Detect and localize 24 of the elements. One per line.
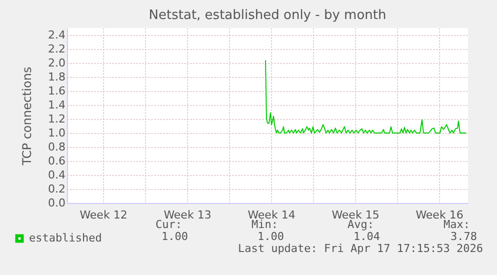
y-axis-title: TCP connections <box>20 66 34 166</box>
y-tick-label: 0.6 <box>48 154 66 168</box>
text: Min: <box>252 218 278 231</box>
y-tick-label: 1.2 <box>48 112 66 126</box>
y-tick-label: 1.0 <box>48 126 66 140</box>
text: 1.00 <box>162 230 188 243</box>
text: Last update: Fri Apr 17 17:15:53 2026 <box>238 242 483 255</box>
y-tick-label: 1.4 <box>48 98 66 112</box>
chart-title: Netstat, established only - by month <box>148 8 386 23</box>
y-tick-label: 2.4 <box>48 28 66 42</box>
y-tick-label: 1.8 <box>48 70 66 84</box>
line-series <box>265 60 466 134</box>
y-tick-label: 0.4 <box>48 168 66 182</box>
y-tick-label: 0.0 <box>48 196 66 210</box>
y-tick-label: 1.6 <box>48 84 66 98</box>
y-tick-label: 0.2 <box>48 182 66 196</box>
text: 1.04 <box>354 230 380 243</box>
y-tick-label: 2.0 <box>48 56 66 70</box>
text: 1.00 <box>258 230 284 243</box>
x-tick-label: Week 12 <box>80 208 128 222</box>
text: 3.78 <box>450 230 477 243</box>
y-tick-label: 0.8 <box>48 140 66 154</box>
legend-label: established <box>29 232 102 244</box>
y-tick-label: 2.2 <box>48 42 66 56</box>
